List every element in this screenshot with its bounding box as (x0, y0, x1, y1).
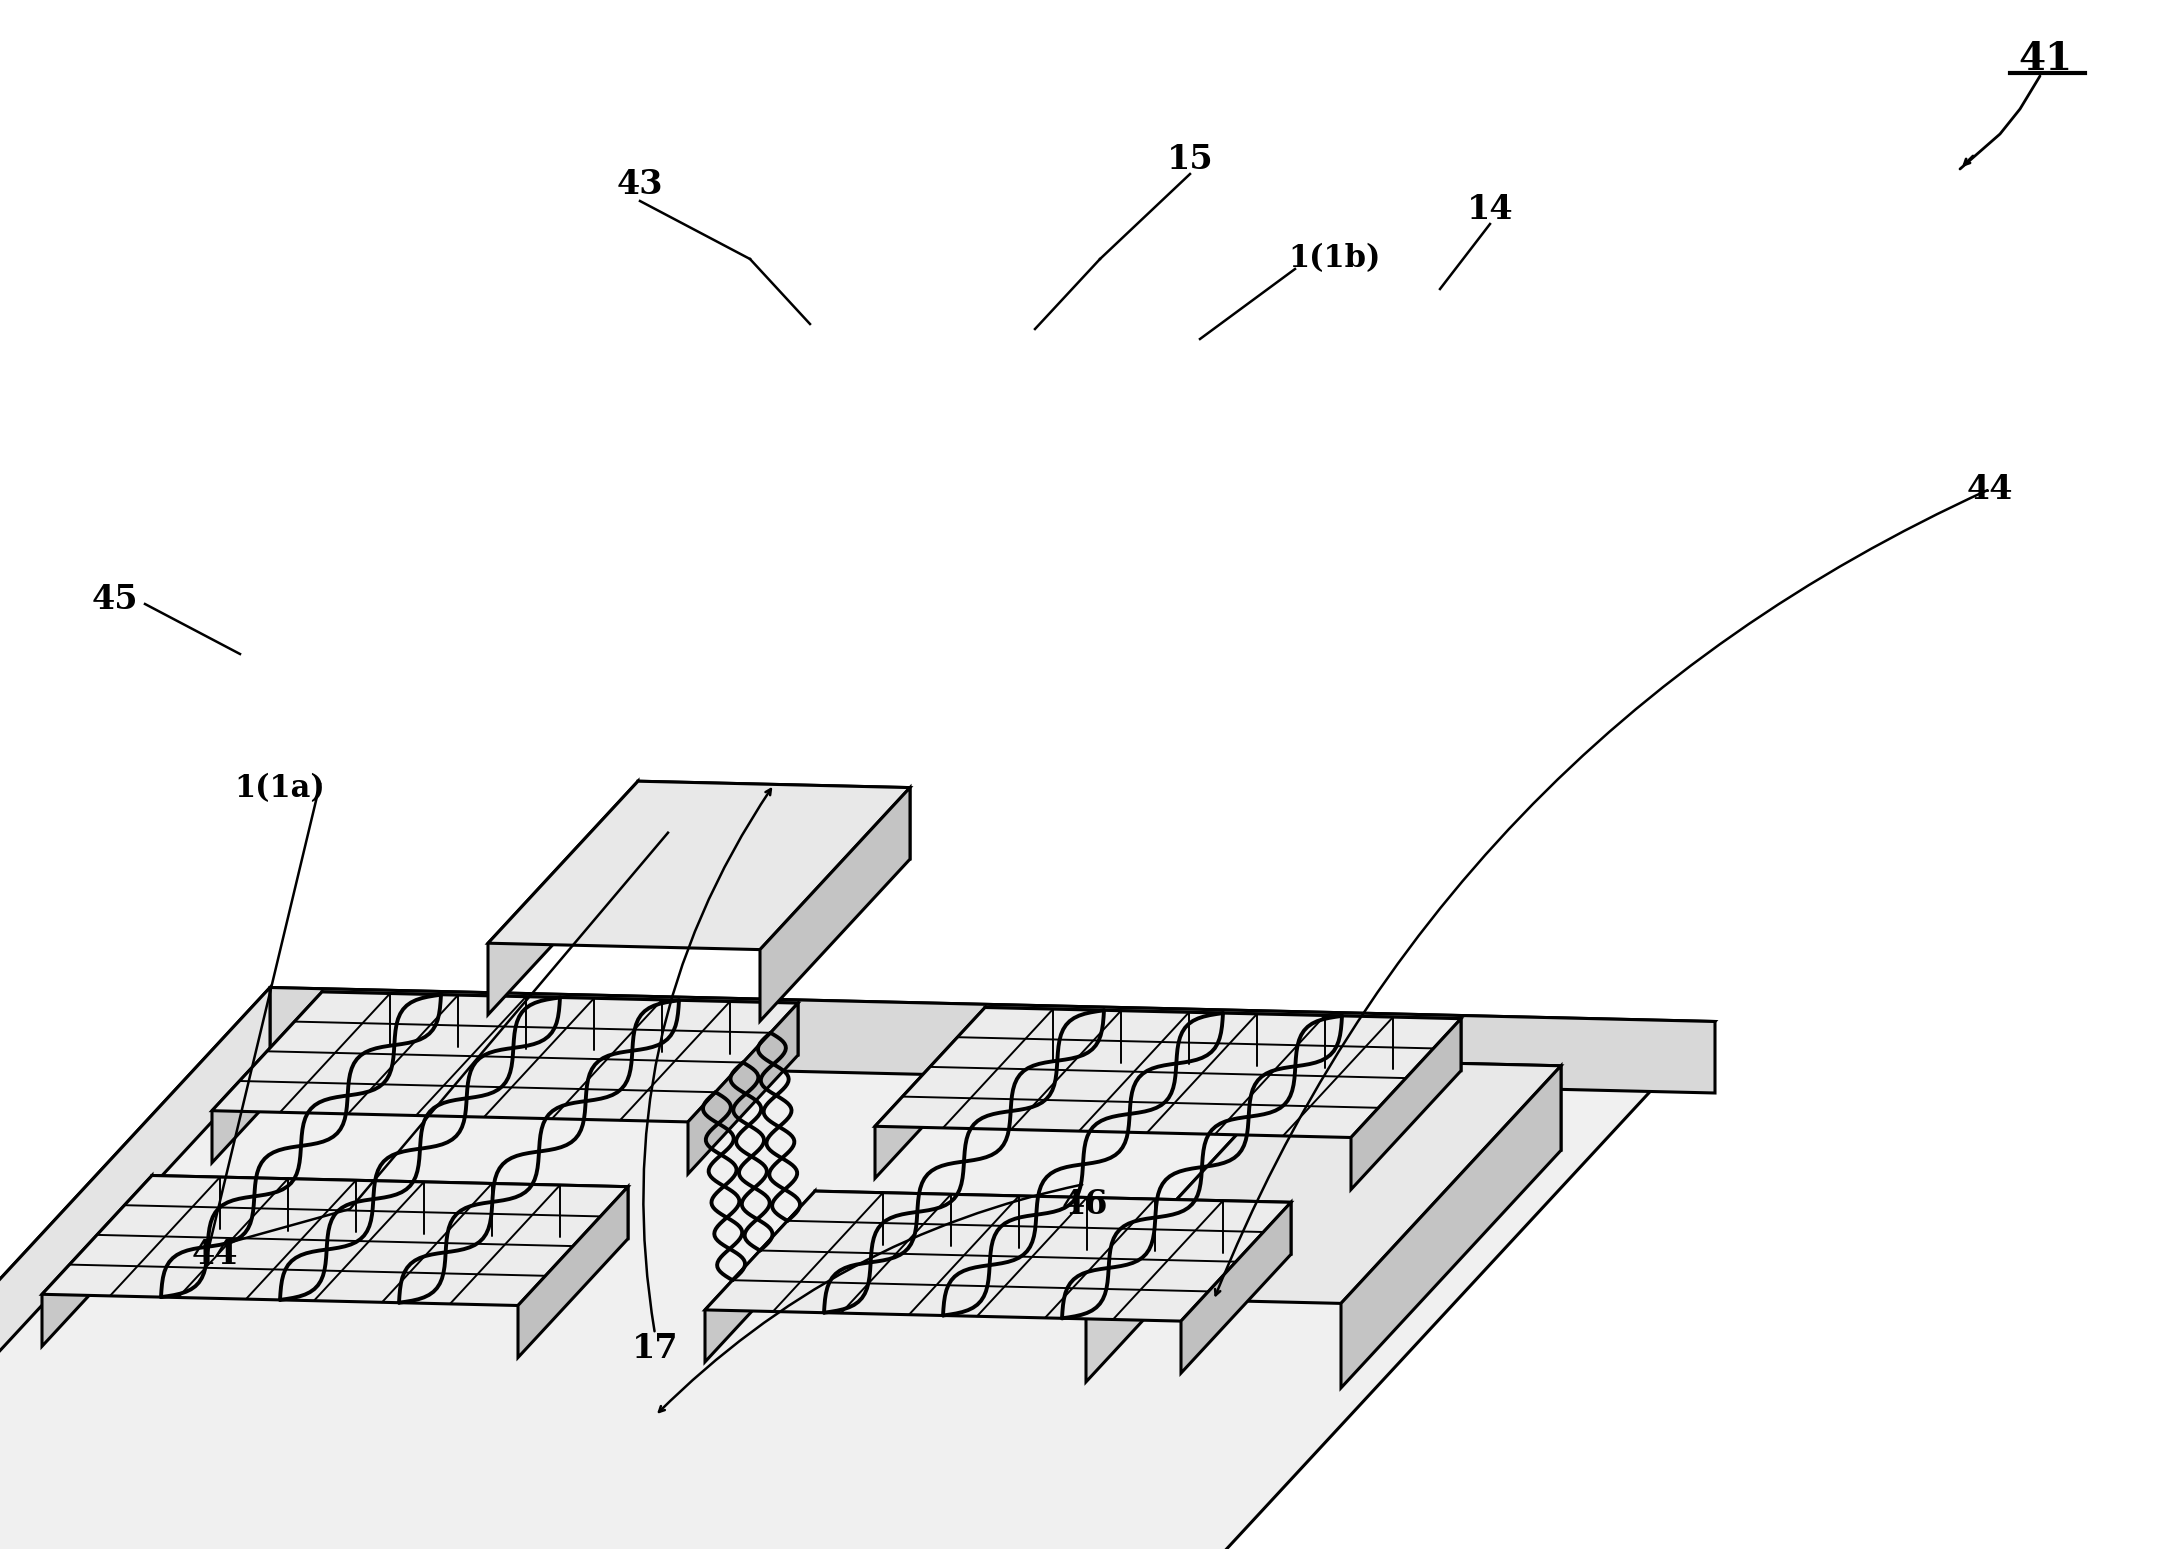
Polygon shape (688, 1004, 798, 1174)
Polygon shape (1350, 1019, 1460, 1190)
Polygon shape (876, 1007, 1460, 1137)
Polygon shape (518, 1187, 628, 1357)
Text: 45: 45 (93, 582, 138, 615)
Polygon shape (1182, 1202, 1292, 1372)
Text: 14: 14 (1467, 192, 1514, 226)
Polygon shape (1342, 1066, 1562, 1388)
Text: 1(1a): 1(1a) (235, 773, 326, 804)
Text: 43: 43 (617, 167, 662, 200)
Text: 44: 44 (192, 1238, 237, 1270)
Polygon shape (705, 1191, 1292, 1321)
Text: 17: 17 (632, 1332, 677, 1366)
Text: 1(1b): 1(1b) (1290, 243, 1380, 274)
Polygon shape (638, 781, 910, 860)
Polygon shape (1085, 1060, 1305, 1382)
Polygon shape (487, 781, 910, 950)
Polygon shape (1305, 1060, 1562, 1151)
Text: 15: 15 (1167, 143, 1212, 175)
Polygon shape (0, 988, 270, 1549)
Text: 44: 44 (1967, 472, 2012, 505)
Polygon shape (759, 787, 910, 1021)
Polygon shape (270, 988, 1715, 1094)
Polygon shape (815, 1191, 1292, 1255)
Polygon shape (1085, 1060, 1562, 1303)
Polygon shape (211, 991, 321, 1163)
Text: 41: 41 (2019, 40, 2073, 77)
Polygon shape (321, 991, 798, 1055)
Polygon shape (876, 1007, 986, 1179)
Polygon shape (487, 781, 638, 1015)
Text: 46: 46 (1061, 1188, 1109, 1221)
Polygon shape (41, 1176, 151, 1346)
Polygon shape (41, 1176, 628, 1306)
Polygon shape (151, 1176, 628, 1239)
Polygon shape (211, 991, 798, 1121)
Polygon shape (986, 1007, 1460, 1070)
Polygon shape (705, 1191, 815, 1362)
Polygon shape (0, 988, 1715, 1549)
